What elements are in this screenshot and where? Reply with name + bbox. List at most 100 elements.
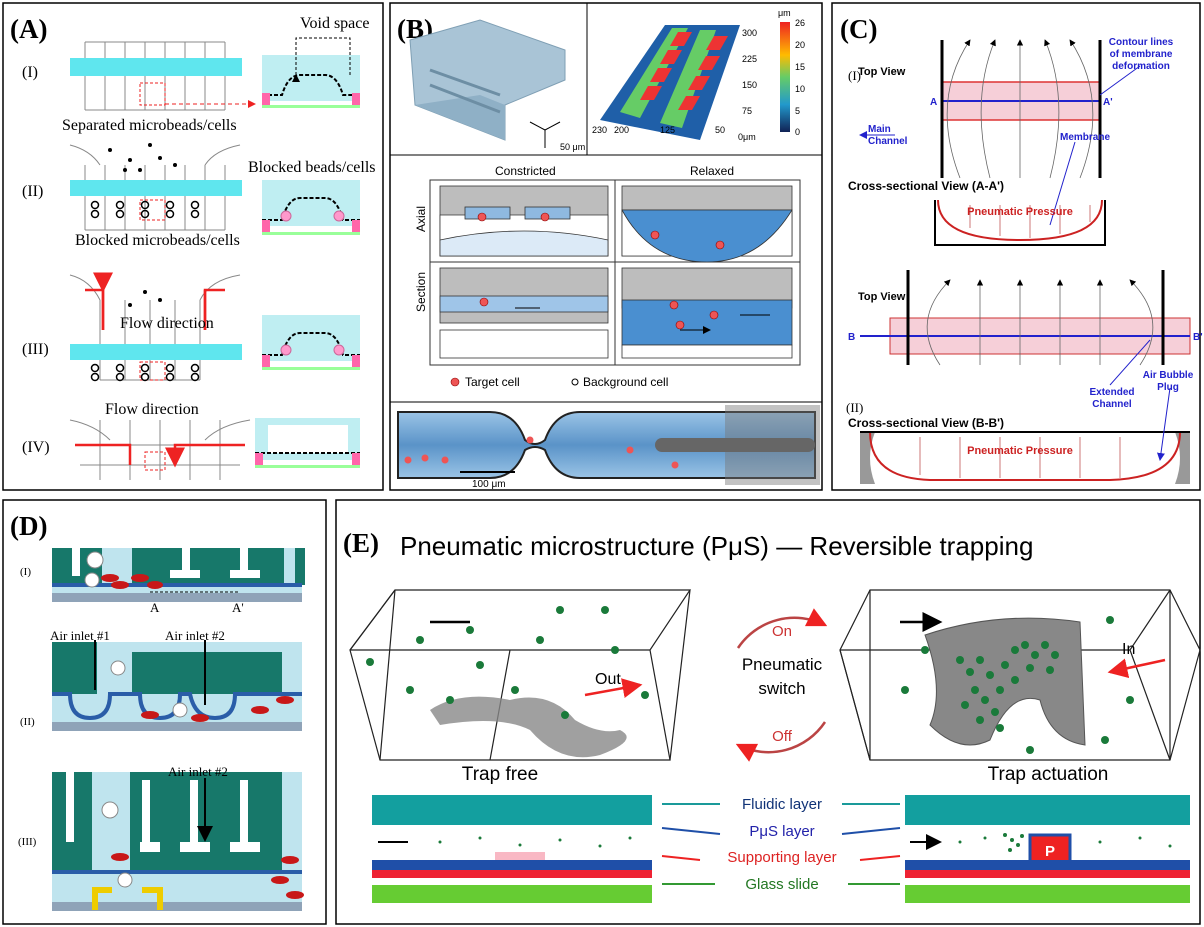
panel-e-shape-shape <box>1126 696 1134 704</box>
panel-a-shape-shape <box>352 93 360 105</box>
panel-e-shape-shape-shape <box>559 839 562 842</box>
panel-a-shape-shape <box>158 298 162 302</box>
panel-c-shape-text: Pneumatic Pressure <box>967 445 1073 457</box>
panel-e-shape-shape <box>350 590 690 760</box>
panel-a-shape-shape <box>142 374 149 381</box>
panel-c-shape-text: Channel <box>868 136 908 147</box>
panel-e-shape <box>662 804 900 884</box>
panel-e-shape-shape <box>1001 661 1009 669</box>
panel-d-shape-shape <box>142 780 150 842</box>
panel-a-shape-shape <box>117 365 124 372</box>
panel-d-shape-shape <box>102 802 118 818</box>
panel-d-shape-shape <box>295 548 305 585</box>
panel-b-shape-text: 100 μm <box>472 479 506 490</box>
panel-a-shape-shape <box>262 220 270 232</box>
panel-e-shape-shape <box>1026 664 1034 672</box>
panel-b-shape-shape <box>405 457 412 464</box>
panel-a-shape-shape <box>262 355 270 367</box>
panel-c-shape-text: (I) <box>848 68 861 83</box>
panel-c-shape-text: Extended <box>1089 387 1134 398</box>
panel-e-shape-shape <box>996 724 1004 732</box>
panel-b-shape-text: Section <box>414 272 428 312</box>
panel-d-shape-text: Air inlet #2 <box>165 628 225 643</box>
panel-e-shape-text: Off <box>772 728 793 745</box>
panel-b-shape-shape <box>422 455 429 462</box>
panel-e-shape-shape-shape <box>629 837 632 840</box>
panel-e-shape-shape <box>561 711 569 719</box>
panel-b-shape-shape <box>480 298 488 306</box>
panel-e-shape-shape <box>1026 746 1034 754</box>
panel-d-shape-shape <box>141 711 159 719</box>
panel-a-shape <box>255 38 360 468</box>
panel-a-shape-shape <box>123 168 127 172</box>
panel-c-shape-text: Air Bubble <box>1143 370 1194 381</box>
panel-b-text: 50 μm <box>560 142 585 152</box>
panel-e-shape-shape <box>372 795 652 825</box>
panel-e-shape-shape <box>495 852 545 860</box>
panel-c-shape-text: Channel <box>1092 399 1132 410</box>
panel-b-shape-shape <box>670 301 678 309</box>
panel-c-shape-text: Membrane <box>1060 132 1110 143</box>
panel-a-shape-shape <box>143 290 147 294</box>
panel-e: (E) Pneumatic microstructure (PμS) — Rev… <box>336 500 1200 924</box>
panel-d-shape-text: (II) <box>20 716 35 728</box>
panel-d-shape-shape <box>173 703 187 717</box>
panel-e-shape-shape-shape <box>1169 845 1172 848</box>
panel-b-shape-shape <box>440 296 608 312</box>
panel-e-shape-shape <box>905 870 1190 878</box>
panel-e-shape-text: Supporting layer <box>727 849 836 866</box>
panel-a-shape-shape <box>128 158 132 162</box>
panel-b-shape-text: 15 <box>795 62 805 72</box>
panel-a-shape-shape <box>192 374 199 381</box>
panel-c-shape-text: B' <box>1193 332 1203 343</box>
panel-c-shape-text: Main <box>868 124 891 135</box>
panel-a-shape <box>70 344 242 360</box>
panel-b-shape-text: 125 <box>660 125 675 135</box>
panel-d-shape-shape <box>190 780 198 850</box>
panel-e-shape-shape <box>536 636 544 644</box>
panel-c-shape-text: Top View <box>858 291 906 303</box>
panel-c-shape-text: deformation <box>1112 61 1170 72</box>
panel-d-shape-text: (III) <box>18 836 37 848</box>
panel-d-shape-shape <box>147 581 163 589</box>
panel-d-shape-text: A <box>150 600 160 615</box>
panel-b-shape-text: 20 <box>795 40 805 50</box>
panel-a-shape-text: Blocked beads/cells <box>248 159 376 176</box>
panel-e-shape-shape <box>1021 641 1029 649</box>
panel-b-shape-shape <box>440 330 608 358</box>
panel-d: (D) (I) AA' Air inlet #1Air inlet #2 (II… <box>3 500 326 924</box>
panel-d-shape-shape <box>191 714 209 722</box>
panel-c-shape-text: Cross-sectional View (A-A') <box>848 179 1004 193</box>
panel-c-shape-text: A' <box>1103 97 1113 108</box>
panel-d-shape-shape <box>101 574 119 582</box>
panel-b-shape-shape <box>465 207 510 219</box>
panel-b-shape-text: μm <box>778 8 791 18</box>
panel-b-shape-text: 225 <box>742 54 757 64</box>
panel-a-shape-shape <box>128 303 132 307</box>
panel-a-shape-shape <box>255 465 360 468</box>
panel-a-shape <box>145 452 165 470</box>
panel-e-shape: Fluidic layer PμS layer Supporting layer… <box>727 796 836 893</box>
panel-d-shape-shape <box>132 652 282 694</box>
panel-a: (A) (I) (II) (III) (IV) Void space Separ… <box>3 3 383 490</box>
panel-c: (C) Top View Top View Cross-sectional Vi… <box>832 3 1203 490</box>
panel-b-shape-text: 75 <box>742 106 752 116</box>
panel-e-shape-shape <box>991 708 999 716</box>
panel-d-shape-shape <box>140 842 160 852</box>
panel-c-shape-text: (II) <box>846 400 863 415</box>
panel-d-shape-shape <box>111 661 125 675</box>
panel-b-shape <box>780 22 790 132</box>
panel-e-shape-shape <box>981 696 989 704</box>
panel-e-shape-shape-shape <box>479 837 482 840</box>
panel-a-shape-shape <box>268 425 348 453</box>
panel-c-shape: (I) (II) <box>846 68 863 415</box>
panel-d-shape-shape <box>66 772 74 842</box>
panel-d-shape-shape <box>276 696 294 704</box>
panel-d-shape <box>52 593 302 602</box>
panel-a-shape-text: Blocked microbeads/cells <box>75 232 240 249</box>
panel-e-shape-text: PμS layer <box>749 823 814 840</box>
panel-c-shape-text: Top View <box>858 66 906 78</box>
panel-d-shape-shape <box>271 876 289 884</box>
panel-e-shape-shape <box>476 661 484 669</box>
